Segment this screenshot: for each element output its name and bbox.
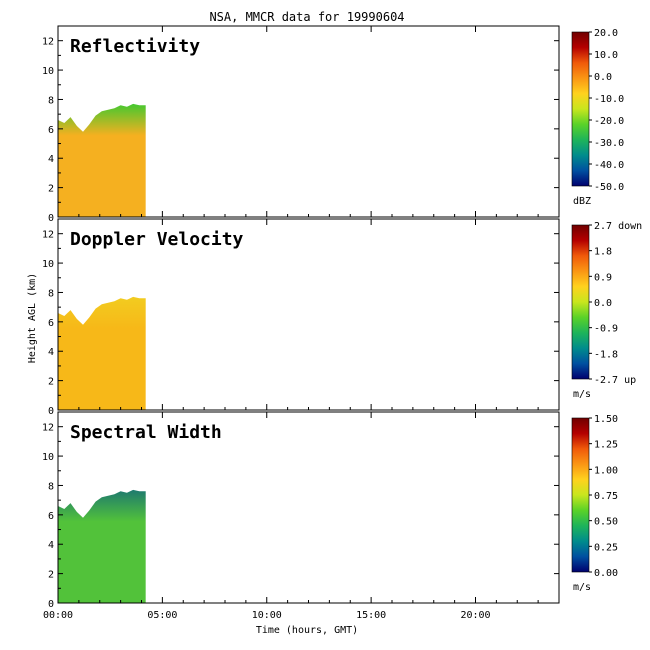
- colorbar-label: 1.25: [594, 440, 618, 451]
- panel-title: Reflectivity: [70, 36, 200, 57]
- x-tick-label: 10:00: [252, 610, 282, 621]
- y-tick-label: 2: [48, 184, 54, 195]
- colorbar-label: 0.50: [594, 517, 618, 528]
- x-tick-label: 20:00: [460, 610, 490, 621]
- colorbar-label: 1.8: [594, 247, 612, 258]
- y-tick-label: 4: [48, 540, 54, 551]
- colorbar-label: 1.50: [594, 414, 618, 425]
- panel-reflectivity: 0 2 4 6 8 10 12 Reflectivity 20.0 10.0 0.0 -10.0 -20…: [42, 25, 624, 224]
- colorbar: [571, 31, 590, 187]
- colorbar: [571, 224, 590, 380]
- colorbar-label: 0.75: [594, 491, 618, 502]
- x-tick-label: 00:00: [43, 610, 73, 621]
- y-tick-label: 6: [48, 318, 54, 329]
- colorbar-label: 0.00: [594, 568, 618, 579]
- y-tick-label: 10: [42, 259, 54, 270]
- x-tick-label: 05:00: [147, 610, 177, 621]
- colorbar-label: 1.00: [594, 465, 618, 476]
- y-tick-label: 2: [48, 570, 54, 581]
- y-tick-label: 0: [48, 599, 54, 610]
- colorbar-label: -50.0: [594, 182, 624, 193]
- cloud-data-region: [58, 296, 146, 410]
- y-tick-label: 12: [42, 37, 54, 48]
- colorbar-label: 2.7 down: [594, 221, 642, 232]
- colorbar: [571, 417, 590, 573]
- colorbar-label: -1.8: [594, 349, 618, 360]
- y-tick-label: 12: [42, 230, 54, 241]
- colorbar-label: 0.25: [594, 542, 618, 553]
- panel-doppler-velocity: 0 2 4 6 8 10 12 Doppler Velocity 2.7 down 1.8 0.9 0…: [42, 218, 642, 417]
- colorbar-units: m/s: [573, 389, 591, 400]
- y-tick-label: 4: [48, 154, 54, 165]
- y-tick-label: 8: [48, 288, 54, 299]
- colorbar-label: 0.9: [594, 272, 612, 283]
- colorbar-label: -40.0: [594, 160, 624, 171]
- y-tick-label: 0: [48, 213, 54, 224]
- x-axis-label: Time (hours, GMT): [256, 625, 358, 636]
- x-tick-label: 15:00: [356, 610, 386, 621]
- panel-title: Spectral Width: [70, 422, 222, 443]
- chart-title: NSA, MMCR data for 19990604: [209, 10, 404, 24]
- y-tick-label: 0: [48, 406, 54, 417]
- colorbar-label: 10.0: [594, 50, 618, 61]
- y-tick-label: 8: [48, 95, 54, 106]
- y-tick-label: 10: [42, 452, 54, 463]
- y-tick-label: 6: [48, 511, 54, 522]
- y-tick-label: 2: [48, 377, 54, 388]
- panel-spectral-width: 0 2 4 6 8 10 12 Spectral Width 1.50 1.25 1.00 0.75 0…: [42, 411, 618, 610]
- colorbar-label: -10.0: [594, 94, 624, 105]
- colorbar-label: -20.0: [594, 116, 624, 127]
- colorbar-label: 20.0: [594, 28, 618, 39]
- colorbar-label: -30.0: [594, 138, 624, 149]
- colorbar-units: dBZ: [573, 196, 591, 207]
- colorbar-label: 0.0: [594, 298, 612, 309]
- y-tick-label: 12: [42, 423, 54, 434]
- colorbar-units: m/s: [573, 582, 591, 593]
- y-tick-label: 8: [48, 481, 54, 492]
- y-axis-label: Height AGL (km): [27, 273, 38, 363]
- cloud-data-region: [58, 489, 146, 603]
- y-tick-label: 4: [48, 347, 54, 358]
- cloud-data-region: [58, 103, 146, 217]
- panel-title: Doppler Velocity: [70, 229, 244, 250]
- colorbar-label: -0.9: [594, 324, 618, 335]
- colorbar-label: -2.7 up: [594, 375, 636, 386]
- y-tick-label: 6: [48, 125, 54, 136]
- y-tick-label: 10: [42, 66, 54, 77]
- colorbar-label: 0.0: [594, 72, 612, 83]
